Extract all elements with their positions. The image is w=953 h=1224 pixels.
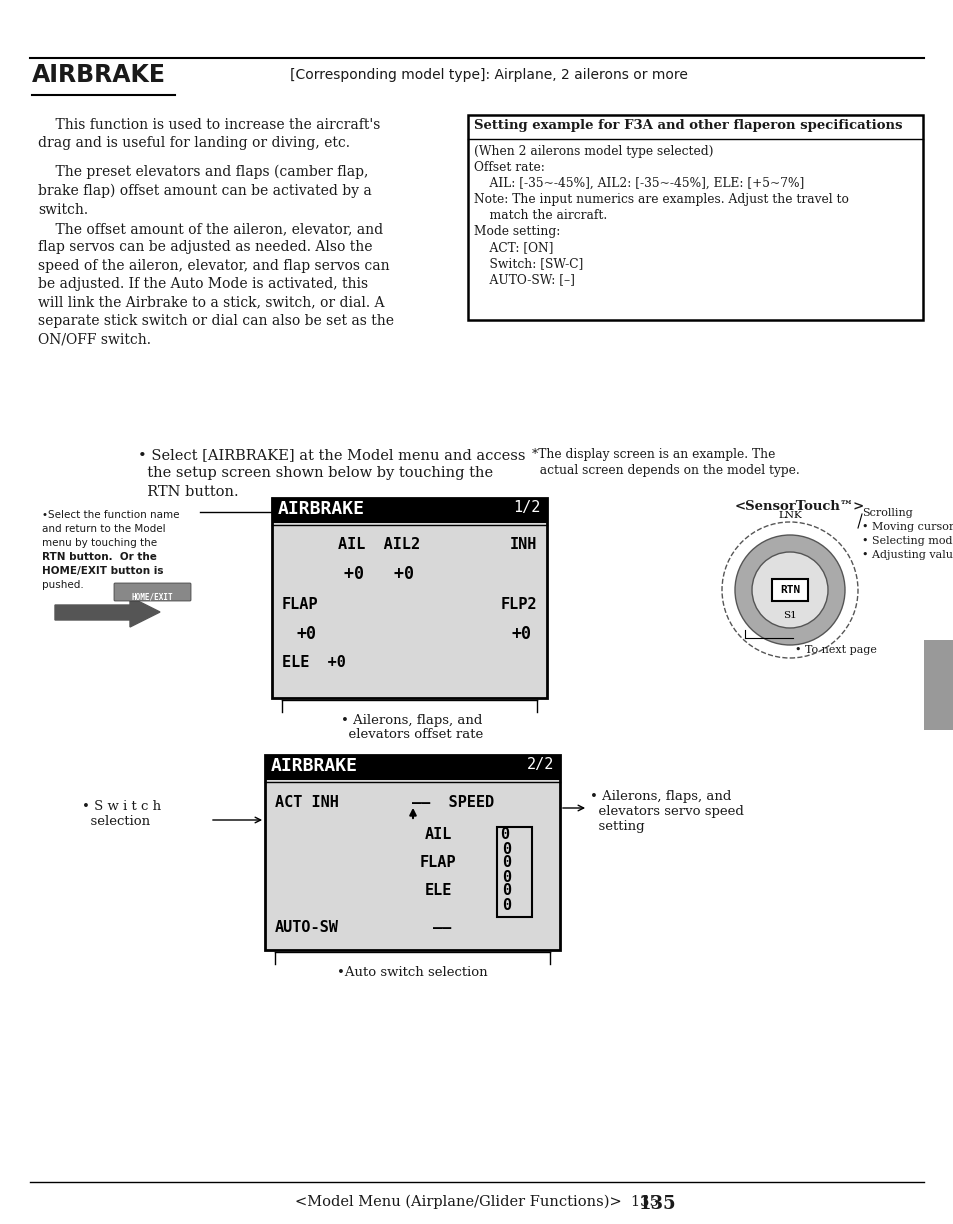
Text: 1/2: 1/2 bbox=[513, 499, 540, 515]
Text: RTN button.  Or the: RTN button. Or the bbox=[42, 552, 156, 562]
Bar bbox=[497, 827, 532, 917]
Text: Scrolling: Scrolling bbox=[862, 508, 912, 518]
Text: The preset elevators and flaps (camber flap,
brake flap) offset amount can be ac: The preset elevators and flaps (camber f… bbox=[38, 165, 372, 217]
Text: (When 2 ailerons model type selected): (When 2 ailerons model type selected) bbox=[474, 144, 713, 158]
Text: ––: –– bbox=[433, 920, 451, 935]
Text: S1: S1 bbox=[782, 611, 796, 619]
Text: The offset amount of the aileron, elevator, and
flap servos can be adjusted as n: The offset amount of the aileron, elevat… bbox=[38, 222, 394, 346]
FancyBboxPatch shape bbox=[113, 583, 191, 601]
Text: AIRBRAKE: AIRBRAKE bbox=[271, 756, 357, 775]
Text: AUTO-SW: AUTO-SW bbox=[274, 920, 338, 935]
Text: <Model Menu (Airplane/Glider Functions)>  135: <Model Menu (Airplane/Glider Functions)>… bbox=[294, 1195, 659, 1209]
Text: Setting example for F3A and other flaperon specifications: Setting example for F3A and other flaper… bbox=[474, 119, 902, 132]
Text: •Auto switch selection: •Auto switch selection bbox=[336, 966, 487, 979]
Text: ACT INH: ACT INH bbox=[274, 796, 338, 810]
Text: 0: 0 bbox=[499, 827, 509, 842]
Text: FLAP: FLAP bbox=[282, 597, 318, 612]
Text: 0: 0 bbox=[501, 883, 511, 898]
Text: elevators offset rate: elevators offset rate bbox=[340, 728, 483, 741]
Text: • To next page: • To next page bbox=[794, 645, 876, 655]
Text: 0: 0 bbox=[501, 842, 511, 857]
Text: AIL: [-35~-45%], AIL2: [-35~-45%], ELE: [+5~7%]: AIL: [-35~-45%], AIL2: [-35~-45%], ELE: … bbox=[474, 177, 803, 190]
Text: +0: +0 bbox=[512, 625, 532, 643]
Text: pushed.: pushed. bbox=[42, 580, 84, 590]
Text: 0: 0 bbox=[501, 870, 511, 885]
Text: • Ailerons, flaps, and: • Ailerons, flaps, and bbox=[341, 714, 482, 727]
Bar bbox=[923, 640, 953, 730]
Text: This function is used to increase the aircraft's
drag and is useful for landing : This function is used to increase the ai… bbox=[38, 118, 380, 151]
Text: • Selecting mode: • Selecting mode bbox=[862, 536, 953, 546]
Bar bbox=[272, 498, 546, 523]
Text: AIRBRAKE: AIRBRAKE bbox=[277, 499, 365, 518]
Text: Note: The input numerics are examples. Adjust the travel to: Note: The input numerics are examples. A… bbox=[474, 193, 848, 206]
Text: and return to the Model: and return to the Model bbox=[42, 524, 166, 534]
Text: [Corresponding model type]: Airplane, 2 ailerons or more: [Corresponding model type]: Airplane, 2 … bbox=[290, 69, 687, 82]
Polygon shape bbox=[55, 597, 160, 627]
Bar bbox=[265, 755, 559, 780]
Text: +0   +0: +0 +0 bbox=[344, 565, 414, 583]
Text: ELE: ELE bbox=[424, 883, 452, 898]
Text: Mode setting:: Mode setting: bbox=[474, 225, 559, 237]
Text: AIL  AIL2: AIL AIL2 bbox=[337, 537, 419, 552]
Text: •Select the function name: •Select the function name bbox=[42, 510, 179, 520]
Text: FLAP: FLAP bbox=[419, 856, 456, 870]
Text: LNK: LNK bbox=[778, 510, 801, 519]
Text: • Adjusting value: • Adjusting value bbox=[862, 550, 953, 561]
Text: actual screen depends on the model type.: actual screen depends on the model type. bbox=[532, 464, 799, 477]
Bar bbox=[272, 498, 546, 698]
Text: setting: setting bbox=[589, 820, 644, 834]
Text: • Ailerons, flaps, and: • Ailerons, flaps, and bbox=[589, 789, 731, 803]
Text: • S w i t c h
  selection: • S w i t c h selection bbox=[82, 800, 161, 827]
Text: <SensorTouch™>: <SensorTouch™> bbox=[734, 499, 864, 513]
Text: AIL: AIL bbox=[424, 827, 452, 842]
Bar bbox=[468, 115, 923, 319]
Text: RTN: RTN bbox=[779, 585, 800, 595]
Text: match the aircraft.: match the aircraft. bbox=[474, 209, 607, 222]
Text: +0: +0 bbox=[296, 625, 316, 643]
Text: • Moving cursor: • Moving cursor bbox=[862, 521, 953, 532]
Text: menu by touching the: menu by touching the bbox=[42, 539, 157, 548]
Bar bbox=[771, 579, 807, 601]
Bar bbox=[265, 755, 559, 950]
Text: *The display screen is an example. The: *The display screen is an example. The bbox=[532, 448, 775, 461]
Circle shape bbox=[751, 552, 827, 628]
Text: Offset rate:: Offset rate: bbox=[474, 162, 544, 174]
Text: ––  SPEED: –– SPEED bbox=[412, 796, 494, 810]
Text: 2/2: 2/2 bbox=[526, 756, 554, 772]
Text: elevators servo speed: elevators servo speed bbox=[589, 805, 743, 818]
Text: 135: 135 bbox=[639, 1195, 676, 1213]
Text: 0: 0 bbox=[501, 898, 511, 913]
Text: ELE  +0: ELE +0 bbox=[282, 655, 346, 670]
Text: HOME/EXIT button is: HOME/EXIT button is bbox=[42, 565, 163, 577]
Text: ACT: [ON]: ACT: [ON] bbox=[474, 241, 553, 255]
Text: HOME/EXIT: HOME/EXIT bbox=[132, 592, 172, 601]
Text: AIRBRAKE: AIRBRAKE bbox=[32, 62, 166, 87]
Text: AUTO-SW: [–]: AUTO-SW: [–] bbox=[474, 273, 575, 286]
Circle shape bbox=[734, 535, 844, 645]
Text: 0: 0 bbox=[501, 856, 511, 870]
Text: Switch: [SW-C]: Switch: [SW-C] bbox=[474, 257, 582, 271]
Text: • Select [AIRBRAKE] at the Model menu and access
  the setup screen shown below : • Select [AIRBRAKE] at the Model menu an… bbox=[138, 448, 525, 499]
Text: INH: INH bbox=[509, 537, 537, 552]
Text: FLP2: FLP2 bbox=[500, 597, 537, 612]
